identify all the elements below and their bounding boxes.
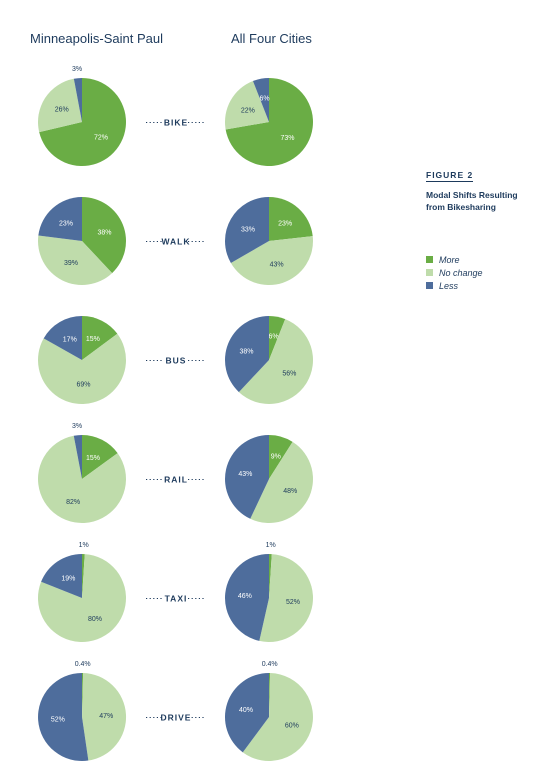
pie-label-bus-minneapolis-no-change: 69% [76, 382, 90, 389]
column-title-all-four-cities: All Four Cities [231, 31, 312, 46]
mode-label-bike: BIKE [164, 118, 188, 128]
pie-slice-drive-all-four-more [269, 672, 271, 717]
pie-slice-bike-all-four-less [252, 78, 269, 122]
column-title-minneapolis: Minneapolis-Saint Paul [30, 31, 163, 46]
pie-label-taxi-minneapolis-no-change: 80% [88, 616, 102, 623]
pie-slice-bike-minneapolis-more [39, 78, 126, 166]
legend-swatch-less [426, 282, 433, 289]
legend-item-more: More [426, 253, 483, 266]
pie-label-walk-all-four-more: 23% [278, 221, 292, 228]
pie-label-bus-minneapolis-less: 17% [63, 337, 77, 344]
pie-slice-taxi-minneapolis-less [41, 554, 82, 598]
mode-label-drive: DRIVE [161, 713, 192, 723]
pie-label-drive-all-four-no-change: 60% [285, 722, 299, 729]
pie-slice-bike-all-four-more [225, 78, 313, 166]
pie-slice-walk-all-four-no-change [230, 236, 314, 286]
pie-label-rail-minneapolis-more: 15% [86, 455, 100, 462]
legend-label-more: More [439, 254, 460, 265]
pie-label-drive-all-four-more: 0.4% [262, 661, 278, 668]
pie-slice-drive-minneapolis-no-change [82, 673, 127, 761]
pie-slice-rail-minneapolis-no-change [38, 435, 127, 524]
pie-slice-bus-minneapolis-more [82, 316, 118, 360]
legend-swatch-more [426, 256, 433, 263]
pie-label-taxi-all-four-less: 46% [238, 593, 252, 600]
pie-label-taxi-all-four-more: 1% [266, 542, 276, 549]
pie-slice-drive-minneapolis-more [82, 672, 84, 717]
pie-label-rail-all-four-no-change: 48% [283, 488, 297, 495]
pie-slice-bus-minneapolis-less [43, 316, 82, 360]
pie-slice-taxi-all-four-no-change [259, 554, 314, 643]
pie-label-rail-all-four-less: 43% [238, 471, 252, 478]
pie-label-rail-minneapolis-no-change: 82% [66, 499, 80, 506]
pie-label-walk-minneapolis-no-change: 39% [64, 260, 78, 267]
pie-label-walk-minneapolis-more: 38% [97, 230, 111, 237]
pie-slice-walk-all-four-more [269, 197, 313, 241]
pie-slice-bus-all-four-no-change [238, 319, 314, 405]
pie-slice-walk-minneapolis-no-change [38, 235, 113, 285]
pie-slice-taxi-minneapolis-more [82, 554, 85, 598]
legend-label-no-change: No change [439, 267, 483, 278]
pie-slice-walk-minneapolis-less [38, 197, 82, 241]
pie-slice-bike-all-four-no-change [224, 81, 269, 130]
pie-slice-bus-minneapolis-no-change [37, 333, 126, 405]
pie-slice-walk-minneapolis-more [82, 197, 126, 274]
pie-slice-rail-minneapolis-less [73, 435, 82, 479]
pie-label-bus-minneapolis-more: 15% [86, 336, 100, 343]
legend-item-less: Less [426, 279, 483, 292]
pie-slice-bike-minneapolis-no-change [37, 78, 82, 133]
pie-label-bus-all-four-no-change: 56% [282, 371, 296, 378]
legend-label-less: Less [439, 280, 459, 291]
legend: More No change Less [426, 253, 483, 292]
mode-label-walk: WALK [161, 237, 190, 247]
mode-label-bus: BUS [166, 356, 187, 366]
pie-label-bike-all-four-more: 73% [280, 135, 294, 142]
pie-label-bus-all-four-more: 6% [268, 334, 278, 341]
figure-label: FIGURE 2 [426, 170, 474, 182]
pie-slice-rail-all-four-no-change [250, 441, 313, 523]
pie-label-drive-minneapolis-no-change: 47% [99, 713, 113, 720]
pie-slice-drive-all-four-no-change [242, 673, 313, 761]
legend-swatch-no-change [426, 269, 433, 276]
pie-slice-bike-minneapolis-less [73, 78, 82, 122]
pie-label-bike-minneapolis-more: 72% [94, 135, 108, 142]
pie-label-walk-minneapolis-less: 23% [59, 220, 73, 227]
pie-label-bike-all-four-less: 6% [259, 96, 269, 103]
pie-label-drive-minneapolis-less: 52% [51, 716, 65, 723]
pie-label-bike-minneapolis-no-change: 26% [55, 106, 69, 113]
pie-slice-rail-all-four-less [225, 435, 269, 519]
pie-label-drive-minneapolis-more: 0.4% [75, 661, 91, 668]
pie-slice-bus-all-four-more [269, 316, 286, 360]
pie-label-bus-all-four-less: 38% [239, 349, 253, 356]
pie-label-drive-all-four-less: 40% [239, 707, 253, 714]
pie-slice-drive-minneapolis-less [38, 673, 89, 762]
mode-label-rail: RAIL [164, 475, 188, 485]
pie-slice-rail-all-four-more [269, 435, 293, 479]
pie-slice-bus-all-four-less [225, 316, 269, 393]
pie-label-bike-all-four-no-change: 22% [241, 108, 255, 115]
figure-caption: Modal Shifts Resulting from Bikesharing [426, 190, 518, 212]
pie-slice-walk-all-four-less [224, 197, 269, 263]
pie-slice-taxi-all-four-more [269, 554, 272, 598]
pie-label-taxi-all-four-no-change: 52% [286, 599, 300, 606]
pie-label-walk-all-four-less: 33% [241, 226, 255, 233]
pie-label-walk-all-four-no-change: 43% [270, 262, 284, 269]
mode-label-taxi: TAXI [165, 594, 188, 604]
pie-slice-taxi-all-four-less [224, 554, 269, 641]
legend-item-no-change: No change [426, 266, 483, 279]
pie-slice-drive-all-four-less [224, 673, 269, 753]
pie-label-taxi-minneapolis-more: 1% [79, 542, 89, 549]
pie-label-rail-all-four-more: 9% [271, 453, 281, 460]
pie-label-rail-minneapolis-less: 3% [72, 423, 82, 430]
pie-label-bike-minneapolis-less: 3% [72, 66, 82, 73]
pie-slice-rail-minneapolis-more [82, 435, 118, 479]
pie-label-taxi-minneapolis-less: 19% [61, 576, 75, 583]
pie-slice-taxi-minneapolis-no-change [37, 554, 126, 643]
